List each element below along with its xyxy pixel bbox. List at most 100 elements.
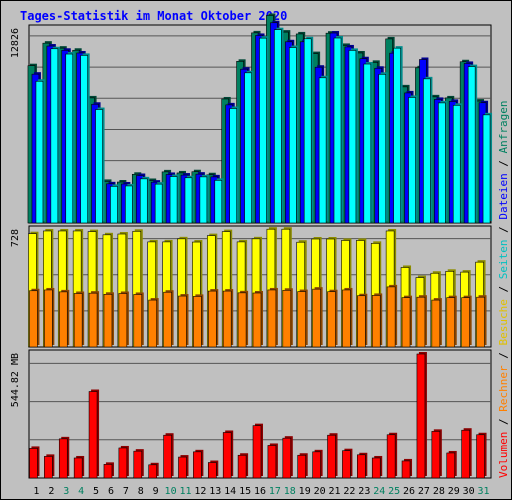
bar-volumen: [58, 438, 68, 479]
bar-volumen: [44, 456, 53, 479]
bar-seiten: [244, 72, 252, 224]
bar-seiten: [35, 80, 44, 224]
bar-volumen: [88, 391, 98, 479]
x-tick-label: 5: [93, 486, 99, 497]
bar-rechner: [58, 291, 68, 348]
bar-rechner: [297, 291, 307, 348]
bar-seiten: [80, 55, 88, 224]
panel-bottom-max-label: 544.82 MB: [10, 353, 21, 407]
bar-volumen: [222, 432, 232, 479]
x-tick-label: 13: [209, 486, 221, 497]
bar-seiten: [50, 48, 59, 224]
x-tick-label: 6: [108, 486, 114, 497]
bar-rechner: [118, 293, 128, 348]
bar-seiten: [423, 78, 431, 224]
bar-rechner: [357, 295, 366, 348]
bar-volumen: [163, 434, 172, 479]
bar-volumen: [282, 437, 292, 479]
bar-volumen: [342, 450, 351, 479]
x-tick-label: 31: [478, 486, 490, 497]
bar-rechner: [431, 299, 441, 348]
bar-volumen: [431, 431, 441, 479]
bar-rechner: [312, 288, 321, 348]
legend-entry: Besuche: [497, 299, 510, 345]
x-tick-label: 7: [123, 486, 129, 497]
x-tick-label: 29: [448, 486, 460, 497]
bar-rechner: [401, 297, 411, 348]
bar-seiten: [214, 180, 223, 224]
bar-rechner: [371, 295, 381, 348]
bar-rechner: [44, 289, 53, 348]
bar-rechner: [207, 290, 217, 348]
legend-entry: Seiten: [497, 240, 510, 280]
bar-volumen: [371, 457, 381, 479]
x-tick-label: 17: [269, 486, 281, 497]
bar-seiten: [110, 186, 118, 224]
bar-volumen: [267, 445, 277, 479]
bar-rechner: [267, 289, 277, 348]
bar-volumen: [327, 434, 336, 479]
bar-rechner: [386, 286, 396, 348]
x-tick-label: 21: [328, 486, 340, 497]
x-tick-label: 15: [239, 486, 251, 497]
bar-volumen: [73, 457, 83, 479]
bar-rechner: [193, 296, 202, 348]
bar-volumen: [461, 429, 470, 479]
bar-rechner: [148, 299, 157, 348]
bar-seiten: [363, 63, 372, 224]
x-tick-label: 14: [224, 486, 236, 497]
bar-seiten: [452, 105, 461, 224]
bar-volumen: [207, 462, 217, 479]
bar-volumen: [193, 451, 202, 479]
bar-rechner: [133, 294, 143, 348]
x-tick-label: 18: [284, 486, 296, 497]
x-tick-label: 9: [153, 486, 159, 497]
x-tick-label: 16: [254, 486, 266, 497]
bar-seiten: [125, 185, 133, 224]
bar-seiten: [169, 176, 178, 224]
side-legend: Volumen / Rechner / Besuche / Seiten / D…: [497, 100, 510, 478]
bar-seiten: [274, 29, 282, 224]
legend-entry: /: [497, 220, 510, 240]
bar-rechner: [446, 297, 456, 348]
bar-volumen: [178, 456, 187, 479]
bar-seiten: [378, 74, 387, 224]
bar-rechner: [252, 292, 262, 348]
bar-rechner: [461, 297, 470, 348]
bar-rechner: [327, 291, 336, 348]
x-tick-label: 20: [314, 486, 326, 497]
x-tick-label: 2: [48, 486, 54, 497]
bar-volumen: [252, 425, 262, 479]
legend-entry: Anfragen: [497, 100, 510, 153]
bar-volumen: [237, 454, 247, 479]
bar-seiten: [259, 37, 267, 224]
bar-volumen: [446, 452, 456, 479]
bar-seiten: [95, 109, 103, 224]
legend-entry: Volumen: [497, 432, 510, 478]
bar-volumen: [401, 460, 411, 479]
bar-volumen: [297, 454, 307, 479]
x-tick-label: 4: [78, 486, 84, 497]
bar-volumen: [29, 448, 38, 479]
bar-volumen: [103, 464, 113, 479]
x-tick-label: 30: [463, 486, 475, 497]
bar-volumen: [133, 450, 143, 479]
x-tick-label: 12: [194, 486, 206, 497]
x-tick-label: 10: [165, 486, 177, 497]
bar-rechner: [73, 293, 83, 348]
x-tick-label: 1: [33, 486, 39, 497]
bar-seiten: [303, 38, 312, 224]
x-tick-label: 8: [138, 486, 144, 497]
bar-seiten: [408, 97, 416, 224]
bar-seiten: [348, 50, 357, 224]
bar-seiten: [467, 66, 476, 224]
bar-volumen: [386, 434, 396, 479]
bar-rechner: [416, 296, 426, 348]
x-tick-label: 27: [418, 486, 430, 497]
bar-seiten: [139, 178, 148, 224]
bar-seiten: [318, 77, 327, 224]
x-tick-label: 25: [388, 486, 400, 497]
x-tick-label: 3: [63, 486, 69, 497]
